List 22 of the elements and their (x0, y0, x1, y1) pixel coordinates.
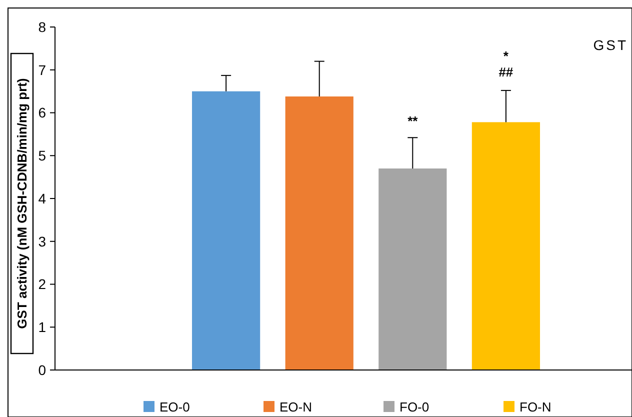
y-tick-label: 5 (38, 148, 46, 164)
y-tick-label: 6 (38, 104, 46, 121)
legend-label: FO-0 (400, 400, 430, 415)
bar (378, 168, 447, 370)
bar (285, 96, 354, 370)
annotation: ** (408, 114, 419, 129)
y-tick-label: 2 (38, 276, 46, 292)
y-axis-title: GST activity (nM GSH-CDNB/min/mg prt) (14, 78, 30, 329)
legend-label: FO-N (520, 400, 552, 415)
y-tick-label: 7 (38, 62, 46, 78)
legend-label: EO-0 (160, 400, 190, 415)
legend-label: EO-N (280, 400, 312, 415)
y-tick-label: 8 (38, 18, 46, 35)
annotation: * (503, 48, 510, 64)
y-tick-label: 3 (38, 233, 46, 250)
annotation: GST (593, 37, 628, 53)
y-tick-label: 0 (38, 362, 46, 378)
y-tick-label: 1 (38, 319, 46, 336)
bar (192, 91, 260, 370)
annotation: ## (498, 64, 514, 80)
bar (472, 122, 540, 370)
y-tick-label: 4 (38, 190, 46, 206)
